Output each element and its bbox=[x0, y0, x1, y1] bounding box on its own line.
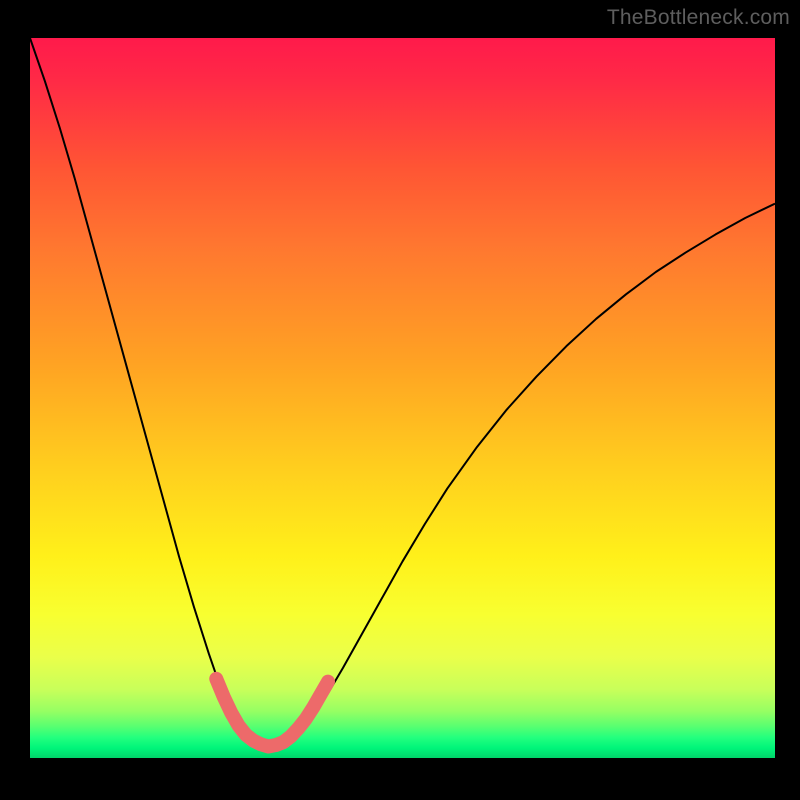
watermark-text: TheBottleneck.com bbox=[607, 6, 790, 30]
chart-container: TheBottleneck.com bbox=[0, 0, 800, 800]
gradient-background bbox=[30, 38, 775, 758]
plot-area bbox=[30, 38, 775, 758]
chart-svg bbox=[30, 38, 775, 758]
